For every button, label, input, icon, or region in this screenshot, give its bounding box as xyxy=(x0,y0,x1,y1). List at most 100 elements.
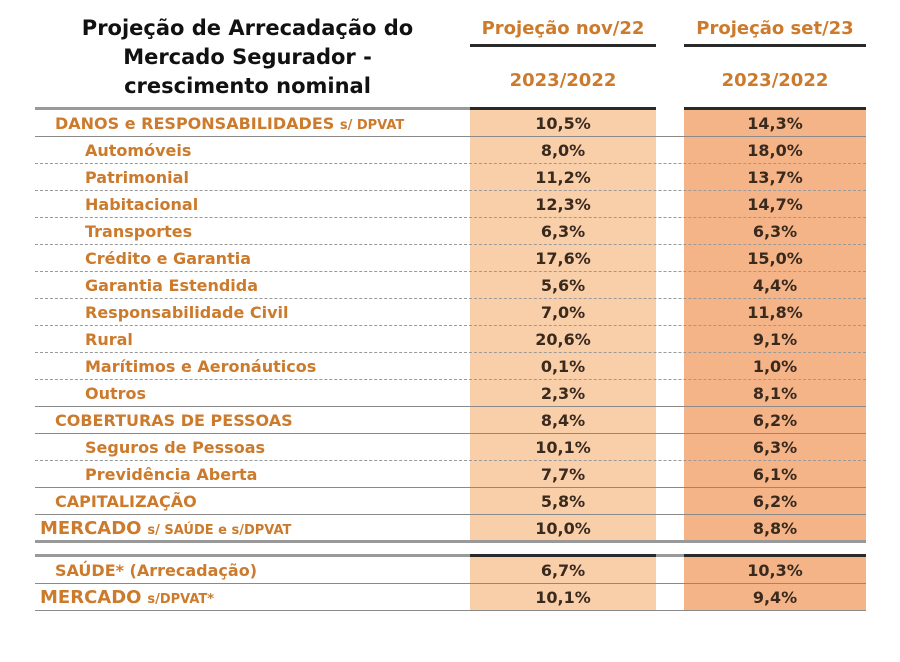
table-row: Automóveis 8,0% 18,0% xyxy=(35,137,866,164)
row-label: Outros xyxy=(85,384,147,403)
row-divider xyxy=(35,514,866,515)
value-nov22: 12,3% xyxy=(470,191,656,218)
table-row: MERCADO s/DPVAT* 10,1% 9,4% xyxy=(35,584,866,611)
row-divider xyxy=(35,460,866,461)
row-label: DANOS e RESPONSABILIDADES s/ DPVAT xyxy=(55,114,405,133)
row-divider xyxy=(35,244,866,245)
row-divider xyxy=(35,379,866,380)
row-divider xyxy=(35,352,866,353)
header-divider xyxy=(470,107,656,110)
row-label: Patrimonial xyxy=(85,168,189,187)
value-set23: 18,0% xyxy=(684,137,866,164)
row-label: MERCADO s/DPVAT* xyxy=(40,587,215,608)
value-set23: 14,7% xyxy=(684,191,866,218)
value-set23: 6,2% xyxy=(684,488,866,515)
table-row: Transportes 6,3% 6,3% xyxy=(35,218,866,245)
value-nov22: 5,6% xyxy=(470,272,656,299)
value-set23: 9,4% xyxy=(684,584,866,611)
header-divider xyxy=(684,107,866,110)
column-projection-label: Projeção set/23 xyxy=(684,14,866,47)
table-row: Crédito e Garantia 17,6% 15,0% xyxy=(35,245,866,272)
row-label: MERCADO s/ SAÚDE e s/DPVAT xyxy=(40,518,292,539)
section-divider-dark xyxy=(684,554,866,557)
row-label: Rural xyxy=(85,330,133,349)
row-divider xyxy=(35,583,866,584)
row-label: Transportes xyxy=(85,222,193,241)
row-label: Automóveis xyxy=(85,141,192,160)
row-divider xyxy=(35,217,866,218)
value-nov22: 7,0% xyxy=(470,299,656,326)
value-nov22: 10,1% xyxy=(470,584,656,611)
value-set23: 9,1% xyxy=(684,326,866,353)
value-nov22: 5,8% xyxy=(470,488,656,515)
title-line-1: Projeção de Arrecadação do xyxy=(81,16,414,40)
value-nov22: 2,3% xyxy=(470,380,656,407)
value-set23: 13,7% xyxy=(684,164,866,191)
table-row: COBERTURAS DE PESSOAS 8,4% 6,2% xyxy=(35,407,866,434)
table-row: Garantia Estendida 5,6% 4,4% xyxy=(35,272,866,299)
title-line-3: crescimento nominal xyxy=(124,74,371,98)
row-label: Previdência Aberta xyxy=(85,465,258,484)
row-divider xyxy=(35,136,866,137)
row-divider xyxy=(35,163,866,164)
table-row: Habitacional 12,3% 14,7% xyxy=(35,191,866,218)
row-divider xyxy=(35,325,866,326)
row-divider xyxy=(35,540,866,543)
row-divider xyxy=(35,433,866,434)
row-divider xyxy=(35,487,866,488)
value-set23: 14,3% xyxy=(684,110,866,137)
value-set23: 10,3% xyxy=(684,557,866,584)
column-header-set23: Projeção set/23 2023/2022 xyxy=(684,14,866,93)
row-label: Marítimos e Aeronáuticos xyxy=(85,357,317,376)
value-set23: 6,3% xyxy=(684,434,866,461)
value-set23: 15,0% xyxy=(684,245,866,272)
table-row: Previdência Aberta 7,7% 6,1% xyxy=(35,461,866,488)
section-divider-dark xyxy=(470,554,656,557)
title-line-2: Mercado Segurador - xyxy=(123,45,372,69)
row-divider xyxy=(35,271,866,272)
row-divider xyxy=(35,190,866,191)
value-nov22: 10,5% xyxy=(470,110,656,137)
table-row: SAÚDE* (Arrecadação) 6,7% 10,3% xyxy=(35,557,866,584)
value-nov22: 11,2% xyxy=(470,164,656,191)
value-set23: 8,8% xyxy=(684,515,866,543)
value-set23: 8,1% xyxy=(684,380,866,407)
section-divider xyxy=(35,554,866,557)
table-row: Marítimos e Aeronáuticos 0,1% 1,0% xyxy=(35,353,866,380)
value-set23: 1,0% xyxy=(684,353,866,380)
row-divider xyxy=(35,610,866,611)
value-nov22: 20,6% xyxy=(470,326,656,353)
table-row: Rural 20,6% 9,1% xyxy=(35,326,866,353)
value-nov22: 0,1% xyxy=(470,353,656,380)
row-label: CAPITALIZAÇÃO xyxy=(55,492,197,511)
value-set23: 4,4% xyxy=(684,272,866,299)
column-header-nov22: Projeção nov/22 2023/2022 xyxy=(470,14,656,93)
table-row: Seguros de Pessoas 10,1% 6,3% xyxy=(35,434,866,461)
value-nov22: 17,6% xyxy=(470,245,656,272)
row-divider xyxy=(35,298,866,299)
value-nov22: 7,7% xyxy=(470,461,656,488)
table-title: Projeção de Arrecadação do Mercado Segur… xyxy=(60,14,435,101)
column-projection-label: Projeção nov/22 xyxy=(470,14,656,47)
data-table: DANOS e RESPONSABILIDADES s/ DPVAT 10,5%… xyxy=(35,110,866,611)
row-label: Garantia Estendida xyxy=(85,276,259,295)
table-row: DANOS e RESPONSABILIDADES s/ DPVAT 10,5%… xyxy=(35,110,866,137)
table-row: Responsabilidade Civil 7,0% 11,8% xyxy=(35,299,866,326)
table-row: MERCADO s/ SAÚDE e s/DPVAT 10,0% 8,8% xyxy=(35,515,866,543)
value-nov22: 8,4% xyxy=(470,407,656,434)
value-nov22: 6,3% xyxy=(470,218,656,245)
row-divider xyxy=(35,406,866,407)
value-nov22: 6,7% xyxy=(470,557,656,584)
row-label: Seguros de Pessoas xyxy=(85,438,266,457)
section-gap xyxy=(35,543,866,557)
value-set23: 6,1% xyxy=(684,461,866,488)
table-row: Outros 2,3% 8,1% xyxy=(35,380,866,407)
row-label: SAÚDE* (Arrecadação) xyxy=(55,561,257,580)
row-label: COBERTURAS DE PESSOAS xyxy=(55,411,293,430)
header-divider xyxy=(35,107,470,110)
table-row: Patrimonial 11,2% 13,7% xyxy=(35,164,866,191)
value-nov22: 8,0% xyxy=(470,137,656,164)
column-period-label: 2023/2022 xyxy=(509,70,617,91)
table-row: CAPITALIZAÇÃO 5,8% 6,2% xyxy=(35,488,866,515)
value-nov22: 10,0% xyxy=(470,515,656,543)
